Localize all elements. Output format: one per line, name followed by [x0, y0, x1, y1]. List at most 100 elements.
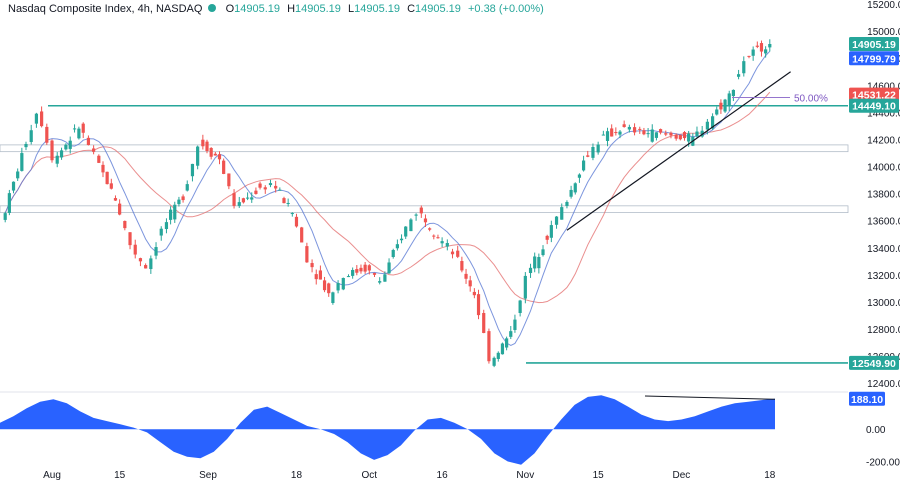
candle-body: [278, 189, 282, 191]
candle-body: [464, 273, 468, 279]
candle: [113, 195, 118, 201]
candle: [109, 178, 113, 190]
candle: [464, 268, 468, 284]
candle-body: [768, 44, 772, 48]
candle-body: [245, 197, 250, 199]
candle: [678, 134, 682, 141]
candle: [250, 192, 254, 203]
candle: [24, 141, 28, 151]
candle: [97, 154, 101, 164]
candle: [11, 181, 16, 194]
candle-body: [610, 128, 614, 137]
candle: [241, 197, 246, 204]
candle: [569, 185, 573, 199]
candle-body: [109, 183, 113, 189]
candle-body: [705, 121, 709, 130]
candle-body: [290, 213, 294, 215]
candle-body: [378, 281, 382, 283]
candle-body: [560, 207, 564, 220]
candle-body: [537, 257, 541, 269]
chart-legend: Nasdaq Composite Index, 4h, NASDAQ O1490…: [8, 3, 544, 15]
candle-body: [654, 132, 659, 138]
candle: [77, 126, 81, 140]
candle: [674, 133, 678, 141]
candle: [642, 127, 646, 136]
candle-body: [314, 274, 318, 280]
candle: [55, 152, 59, 168]
candle: [310, 259, 314, 273]
candle: [755, 41, 759, 49]
candle-body: [40, 111, 44, 127]
candle: [528, 263, 533, 278]
candle: [72, 124, 77, 133]
symbol-title[interactable]: Nasdaq Composite Index, 4h, NASDAQ: [8, 3, 203, 15]
candle: [286, 198, 290, 207]
candle-body: [664, 133, 668, 135]
candle-body: [144, 265, 148, 269]
candle: [682, 131, 687, 141]
candle-body: [723, 99, 727, 112]
candle: [409, 218, 413, 232]
candle-body: [300, 227, 304, 243]
candle: [509, 325, 513, 340]
candle: [387, 258, 391, 274]
price-label-text: 12549.90: [852, 358, 896, 370]
candle-body: [586, 155, 590, 157]
candle-body: [642, 130, 646, 135]
candle: [601, 130, 605, 136]
candle-body: [59, 150, 64, 158]
candle-body: [29, 130, 33, 142]
candle-body: [565, 201, 569, 206]
candle: [232, 189, 236, 209]
candle-body: [105, 171, 109, 185]
candle-body: [123, 220, 127, 229]
candle-body: [341, 277, 345, 290]
candle-body: [440, 241, 444, 244]
price-tick-label: 13000.00: [867, 298, 900, 309]
fast-moving-average-line: [4, 50, 771, 346]
candle: [314, 269, 318, 285]
candle: [300, 226, 304, 243]
price-label-tag: 12549.90: [849, 355, 899, 370]
candle-body: [605, 131, 610, 141]
price-tick-label: 13800.00: [867, 190, 900, 201]
candle: [201, 134, 205, 150]
candle-body: [404, 226, 408, 237]
candle: [185, 180, 189, 192]
candle-body: [201, 139, 205, 147]
candle: [29, 124, 33, 145]
candle-body: [569, 189, 573, 197]
candle-body: [650, 129, 654, 142]
candle: [367, 264, 371, 275]
candle: [391, 248, 395, 259]
slow-moving-average-line: [4, 91, 771, 304]
high-value: 14905.19: [295, 3, 341, 15]
candle-body: [450, 251, 455, 255]
candle-body: [472, 291, 476, 296]
candle: [64, 143, 68, 151]
candle: [618, 129, 622, 139]
candle: [101, 161, 105, 178]
price-label-text: 14531.22: [852, 90, 896, 102]
time-tick-label: 18: [764, 470, 776, 481]
candle: [581, 155, 586, 172]
candle: [719, 99, 723, 114]
candle-body: [409, 219, 413, 232]
candle-body: [432, 235, 436, 237]
candle: [482, 309, 486, 334]
candle-body: [86, 137, 91, 146]
candle-body: [715, 109, 719, 115]
price-label-text: 14905.19: [852, 39, 896, 51]
price-label-background: [849, 355, 899, 370]
candle: [751, 46, 755, 61]
candle: [181, 194, 185, 203]
candle: [700, 125, 704, 138]
candle: [500, 342, 505, 355]
candle: [282, 196, 286, 204]
candle-body: [359, 267, 363, 272]
candle-body: [747, 55, 751, 57]
candle: [336, 280, 340, 294]
candle-body: [727, 93, 731, 106]
candle-body: [222, 160, 226, 174]
